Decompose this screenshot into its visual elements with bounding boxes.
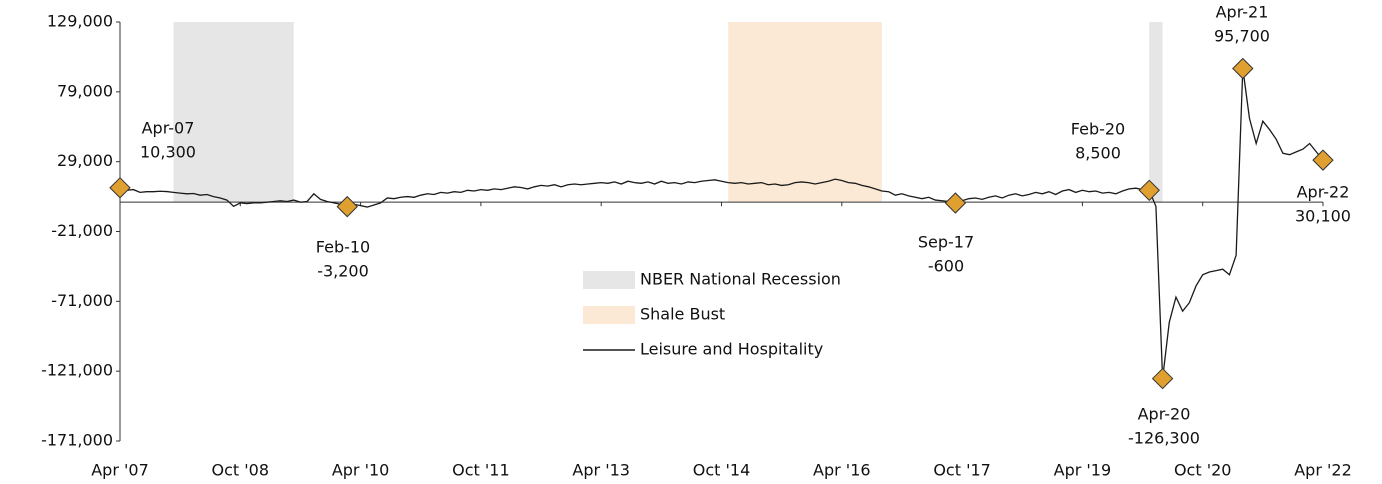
x-tick-label: Oct '17 [933,461,991,480]
annotation-marker [1138,179,1160,202]
annotation-marker [1312,149,1334,171]
x-tick-label: Oct '14 [693,461,751,480]
shaded-span [173,22,294,203]
annotation-marker [944,192,967,214]
y-tick-label: 129,000 [47,12,113,31]
y-tick-label: -21,000 [51,221,113,240]
legend-swatch [583,271,635,289]
annotation-label: Feb-20 [1071,120,1125,139]
y-tick-label: -171,000 [41,431,113,450]
series-line [119,68,1324,379]
annotation-value: -3,200 [317,262,369,281]
legend-label: Leisure and Hospitality [640,340,823,359]
x-tick-label: Oct '11 [452,461,510,480]
legend-label: Shale Bust [640,305,725,324]
annotation-label: Apr-20 [1138,405,1191,424]
legend-swatch [583,306,635,324]
y-tick-label: -121,000 [41,361,113,380]
y-tick-label: 79,000 [57,81,113,100]
annotation-value: 10,300 [140,143,196,162]
annotation-value: 30,100 [1295,207,1351,226]
x-tick-label: Apr '22 [1294,461,1352,480]
x-tick-label: Apr '10 [332,461,390,480]
x-tick-label: Apr '13 [572,461,630,480]
annotation-label: Sep-17 [918,233,974,252]
annotation-label: Apr-07 [142,119,195,138]
shaded-span [1149,22,1163,203]
annotation-marker [1151,367,1174,390]
x-tick-label: Oct '20 [1174,461,1232,480]
y-tick-label: -71,000 [51,291,113,310]
annotation-marker [336,195,358,218]
annotation-marker [109,177,131,199]
legend-label: NBER National Recession [640,270,841,289]
annotation-value: -126,300 [1128,429,1200,448]
annotation-label: Feb-10 [316,238,370,257]
annotation-value: -600 [928,257,964,276]
annotation-value: 95,700 [1214,27,1270,46]
shaded-span [728,22,882,203]
x-tick-label: Apr '16 [813,461,871,480]
annotation-label: Apr-21 [1216,3,1269,22]
annotation-marker [1232,57,1254,80]
annotation-label: Apr-22 [1297,183,1350,202]
x-tick-label: Apr '19 [1054,461,1112,480]
annotation-value: 8,500 [1075,144,1121,163]
y-tick-label: 29,000 [57,151,113,170]
x-tick-label: Apr '07 [91,461,149,480]
x-tick-label: Oct '08 [212,461,270,480]
